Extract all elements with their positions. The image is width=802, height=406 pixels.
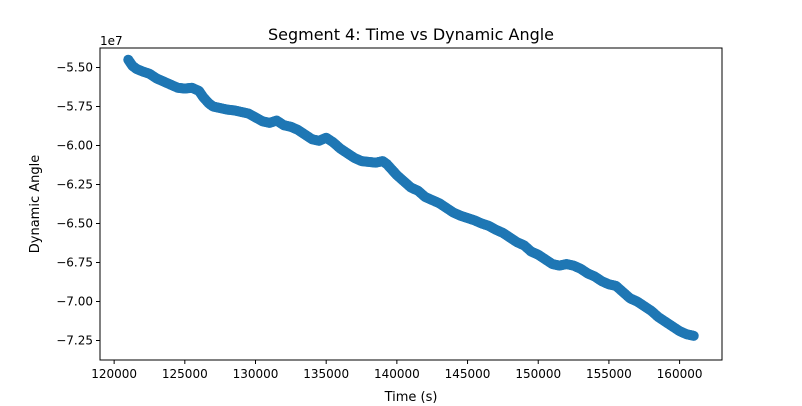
- x-tick-label: 140000: [374, 367, 420, 381]
- y-axis-label: Dynamic Angle: [28, 155, 43, 253]
- x-tick-label: 160000: [657, 367, 703, 381]
- x-tick-label: 125000: [162, 367, 208, 381]
- x-tick-label: 120000: [91, 367, 137, 381]
- y-tick-label: −5.75: [56, 100, 93, 114]
- plot-area-frame: [99, 47, 723, 361]
- chart-title: Segment 4: Time vs Dynamic Angle: [268, 25, 554, 44]
- y-axis-ticks: −5.50 −5.75 −6.00 −6.25 −6.50 −6.75 −7.00 −7.25: [56, 61, 100, 348]
- y-axis-offset-label: 1e7: [100, 34, 123, 48]
- y-tick-label: −6.50: [56, 217, 93, 231]
- x-tick-label: 145000: [445, 367, 491, 381]
- y-tick-label: −6.00: [56, 139, 93, 153]
- x-tick-label: 150000: [515, 367, 561, 381]
- y-tick-label: −7.00: [56, 295, 93, 309]
- x-tick-label: 155000: [586, 367, 632, 381]
- x-axis-ticks: 120000 125000 130000 135000 140000 145000 1500…: [91, 360, 702, 381]
- data-point: [688, 330, 699, 341]
- x-tick-label: 135000: [303, 367, 349, 381]
- y-tick-label: −6.75: [56, 256, 93, 270]
- x-axis-label: Time (s): [384, 390, 438, 405]
- y-tick-label: −5.50: [56, 61, 93, 75]
- data-points: [123, 54, 699, 341]
- y-tick-label: −7.25: [56, 334, 93, 348]
- y-tick-label: −6.25: [56, 178, 93, 192]
- x-tick-label: 130000: [233, 367, 279, 381]
